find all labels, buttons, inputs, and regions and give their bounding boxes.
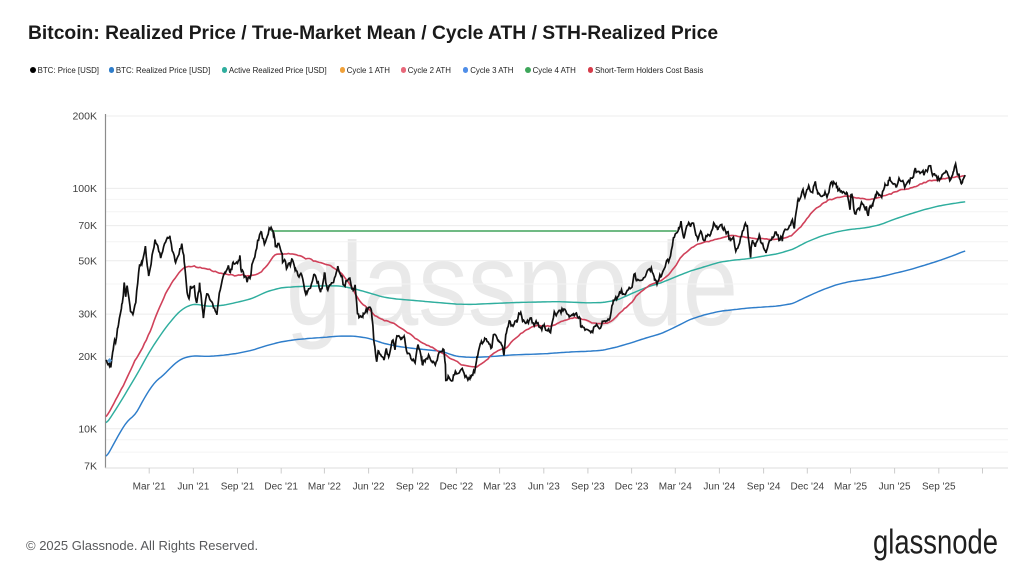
svg-text:30K: 30K (78, 309, 97, 321)
svg-text:Sep '22: Sep '22 (396, 482, 430, 493)
svg-text:Jun '22: Jun '22 (353, 482, 385, 493)
svg-text:50K: 50K (78, 255, 97, 267)
svg-text:Mar '22: Mar '22 (308, 482, 341, 493)
svg-text:70K: 70K (78, 220, 97, 232)
svg-text:Mar '23: Mar '23 (483, 482, 516, 493)
svg-text:Sep '21: Sep '21 (221, 482, 255, 493)
svg-text:Sep '24: Sep '24 (747, 482, 781, 493)
svg-text:Jun '23: Jun '23 (528, 482, 560, 493)
svg-text:Mar '24: Mar '24 (659, 482, 692, 493)
svg-text:Dec '21: Dec '21 (264, 482, 298, 493)
svg-text:Dec '24: Dec '24 (791, 482, 825, 493)
svg-text:20K: 20K (78, 351, 97, 363)
svg-text:7K: 7K (84, 461, 97, 473)
svg-text:100K: 100K (72, 183, 97, 195)
svg-text:Jun '25: Jun '25 (879, 482, 911, 493)
svg-text:Sep '23: Sep '23 (571, 482, 605, 493)
svg-text:Dec '23: Dec '23 (615, 482, 649, 493)
svg-text:Dec '22: Dec '22 (440, 482, 474, 493)
svg-text:glassnode: glassnode (873, 524, 998, 562)
svg-text:10K: 10K (78, 423, 97, 435)
svg-text:Mar '21: Mar '21 (133, 482, 166, 493)
svg-text:Jun '24: Jun '24 (703, 482, 735, 493)
svg-text:Mar '25: Mar '25 (834, 482, 867, 493)
svg-text:Sep '25: Sep '25 (922, 482, 956, 493)
svg-text:200K: 200K (72, 111, 97, 123)
svg-text:Jun '21: Jun '21 (177, 482, 209, 493)
